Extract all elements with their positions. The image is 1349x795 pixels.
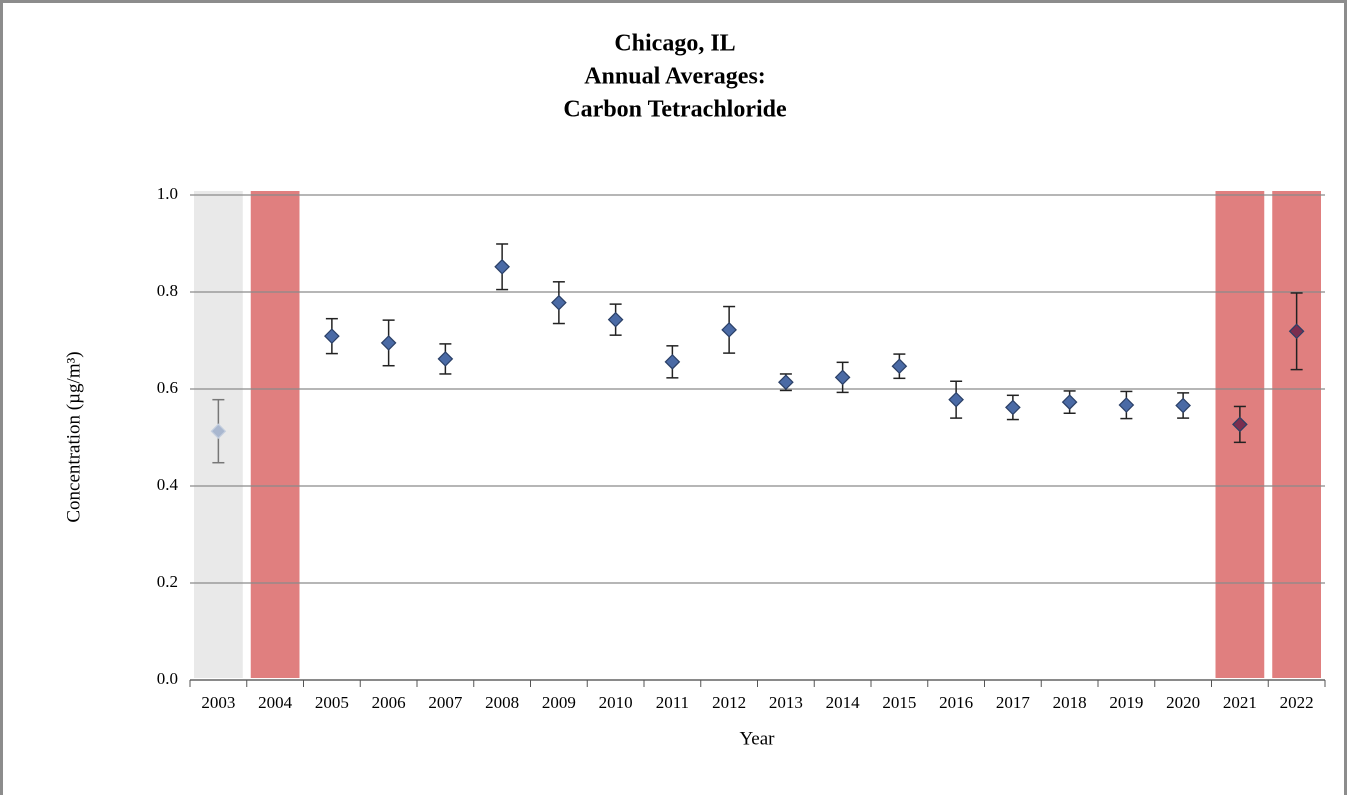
data-point <box>1118 397 1135 413</box>
chart-subtitle: Annual Averages: <box>584 64 766 90</box>
x-tick-label: 2012 <box>712 693 746 712</box>
data-point <box>778 374 794 391</box>
data-point <box>1005 399 1021 416</box>
x-tick-label: 2015 <box>882 693 916 712</box>
data-point <box>948 391 964 408</box>
x-tick-label: 2008 <box>485 693 519 712</box>
data-point <box>551 294 567 311</box>
data-point <box>380 335 397 351</box>
y-tick-label: 0.0 <box>157 669 178 688</box>
x-tick-label: 2009 <box>542 693 576 712</box>
x-tick-label: 2006 <box>372 693 406 712</box>
x-tick-label: 2010 <box>599 693 633 712</box>
data-point <box>721 321 737 338</box>
x-tick-label: 2020 <box>1166 693 1200 712</box>
x-tick-label: 2016 <box>939 693 973 712</box>
data-point <box>891 358 908 375</box>
chart-title: Chicago, IL <box>614 31 735 57</box>
chart-subtitle: Carbon Tetrachloride <box>563 97 787 123</box>
data-point <box>1175 397 1191 414</box>
data-point <box>494 258 510 275</box>
x-tick-label: 2014 <box>826 693 861 712</box>
data-point <box>834 369 851 386</box>
data-point <box>607 311 624 328</box>
y-tick-label: 0.2 <box>157 572 178 591</box>
x-tick-label: 2011 <box>656 693 689 712</box>
highlight-band <box>1272 191 1321 678</box>
y-tick-label: 1.0 <box>157 184 178 203</box>
y-axis-label: Concentration (µg/m³) <box>63 351 84 522</box>
x-tick-label: 2022 <box>1280 693 1314 712</box>
x-axis-label: Year <box>739 728 775 749</box>
x-tick-label: 2003 <box>201 693 235 712</box>
x-tick-label: 2019 <box>1109 693 1143 712</box>
data-point <box>1232 416 1248 433</box>
data-point <box>664 353 681 370</box>
x-tick-label: 2013 <box>769 693 803 712</box>
data-point <box>324 328 340 344</box>
data-point <box>1288 323 1305 340</box>
y-tick-label: 0.6 <box>157 378 178 397</box>
x-tick-label: 2007 <box>428 693 463 712</box>
data-point <box>210 423 227 440</box>
data-point <box>1061 394 1078 410</box>
highlight-band <box>250 191 300 678</box>
x-tick-label: 2018 <box>1053 693 1087 712</box>
x-tick-label: 2004 <box>258 693 293 712</box>
x-tick-label: 2021 <box>1223 693 1257 712</box>
y-tick-label: 0.8 <box>157 281 178 300</box>
x-tick-label: 2005 <box>315 693 349 712</box>
data-point <box>437 351 454 367</box>
y-tick-label: 0.4 <box>157 475 179 494</box>
x-tick-label: 2017 <box>996 693 1031 712</box>
